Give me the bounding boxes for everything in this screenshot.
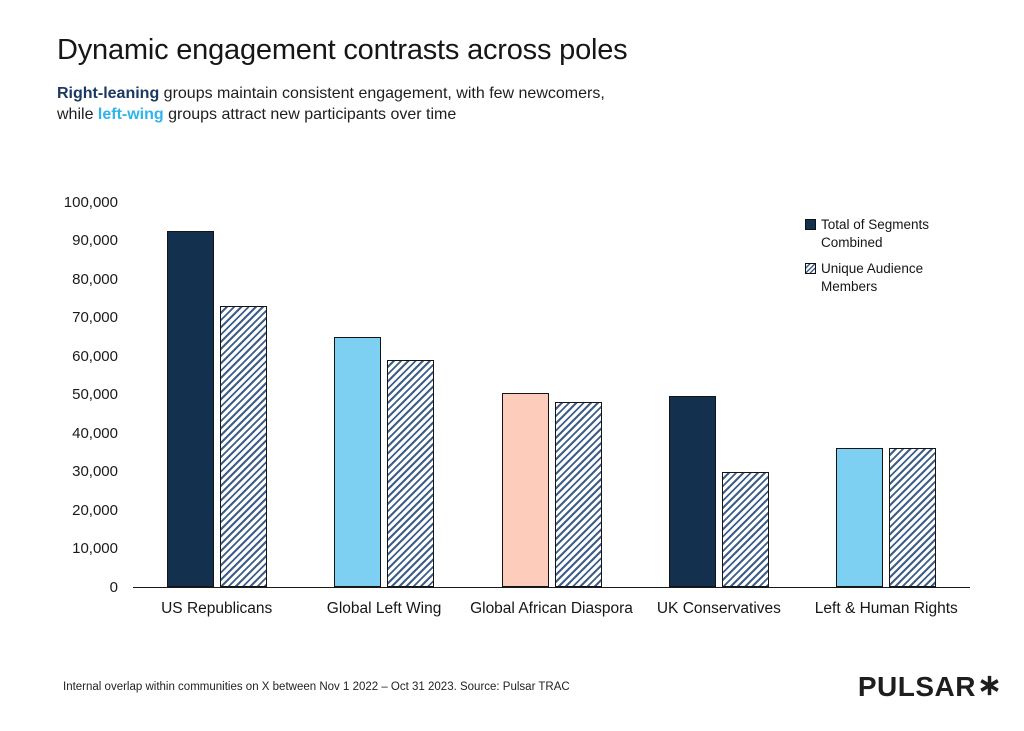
bar-unique-5 bbox=[889, 448, 937, 587]
subtitle-text: groups maintain consistent engagement, w… bbox=[159, 85, 605, 102]
y-tick-label: 40,000 bbox=[72, 424, 118, 442]
bar-unique-2 bbox=[387, 359, 435, 587]
subtitle-line: while left-wing groups attract new parti… bbox=[57, 104, 605, 125]
legend: Total of Segments Combined Unique Audienc… bbox=[805, 216, 975, 304]
pulsar-logo: PULSAR bbox=[858, 671, 1000, 703]
bar-total-1 bbox=[166, 230, 214, 587]
source-note: Internal overlap within communities on X… bbox=[63, 681, 570, 693]
y-tick-label: 80,000 bbox=[72, 270, 118, 288]
subtitle-text: while bbox=[57, 106, 98, 123]
y-tick-label: 90,000 bbox=[72, 232, 118, 249]
plot-area bbox=[133, 202, 970, 588]
legend-label: Unique Audience Members bbox=[821, 261, 924, 294]
legend-swatch-hatched-icon bbox=[805, 263, 816, 274]
chart-subtitle: Right-leaning groups maintain consistent… bbox=[57, 83, 605, 125]
y-tick-label: 30,000 bbox=[72, 463, 118, 480]
y-tick-label: 60,000 bbox=[72, 347, 118, 365]
y-tick-label: 10,000 bbox=[72, 540, 118, 557]
bar-unique-4 bbox=[721, 471, 769, 587]
logo-text: PULSAR bbox=[857, 671, 976, 702]
legend-label: Total of Segments Combined bbox=[821, 217, 930, 250]
y-tick-label: 50,000 bbox=[72, 386, 118, 403]
subtitle-highlight-left-wing: left-wing bbox=[97, 106, 164, 123]
x-axis-label-2: Global Left Wing bbox=[326, 600, 442, 617]
subtitle-highlight-right-leaning: Right-leaning bbox=[57, 85, 160, 102]
subtitle-text: groups attract new participants over tim… bbox=[163, 106, 457, 123]
asterisk-icon bbox=[979, 675, 1000, 701]
y-tick-label: 20,000 bbox=[72, 501, 118, 519]
y-tick-label: 100,000 bbox=[63, 193, 118, 211]
subtitle-line: Right-leaning groups maintain consistent… bbox=[57, 83, 605, 104]
y-tick-label: 0 bbox=[109, 578, 118, 596]
legend-item-unique: Unique Audience Members bbox=[805, 260, 975, 295]
page-title: Dynamic engagement contrasts across pole… bbox=[57, 34, 628, 66]
bar-unique-1 bbox=[219, 305, 267, 587]
y-axis: 100,000 90,000 80,000 70,000 60,000 50,000 40,… bbox=[38, 194, 118, 596]
x-axis-label-4: UK Conservatives bbox=[656, 600, 781, 617]
x-axis-label-1: US Republicans bbox=[161, 600, 273, 617]
bar-unique-3 bbox=[554, 402, 602, 587]
x-axis-labels: US Republicans Global Left Wing Global Afr… bbox=[133, 598, 970, 648]
legend-item-total: Total of Segments Combined bbox=[805, 216, 975, 251]
legend-swatch-solid-icon bbox=[805, 219, 816, 230]
bar-total-3 bbox=[501, 392, 549, 587]
y-tick-label: 70,000 bbox=[72, 309, 118, 326]
bar-total-2 bbox=[334, 336, 382, 587]
bar-total-5 bbox=[836, 448, 884, 587]
bar-total-4 bbox=[668, 396, 716, 587]
x-axis-label-3: Global African Diaspora bbox=[470, 600, 633, 617]
x-axis-label-5: Left & Human Rights bbox=[814, 600, 958, 617]
